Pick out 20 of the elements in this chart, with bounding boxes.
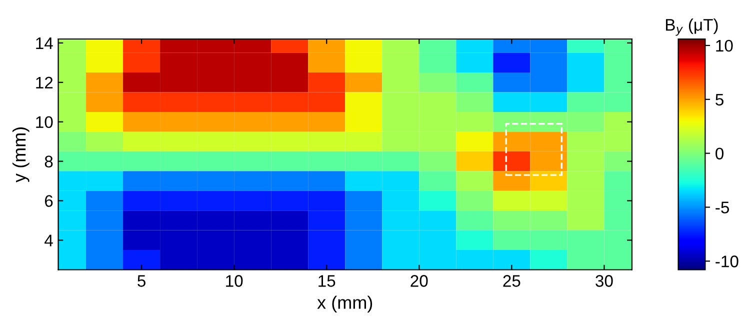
x-axis-title: x (mm) [317, 296, 372, 313]
color-bar-label: 0 [716, 148, 724, 160]
x-tick-label: 5 [138, 275, 146, 287]
y-tick-label: 8 [44, 156, 53, 168]
y-axis-title: y (mm) [12, 127, 30, 182]
color-bar-label: 5 [716, 94, 724, 106]
y-tick-label: 12 [36, 76, 53, 88]
x-tick-label: 30 [596, 275, 613, 287]
color-bar-label: -10 [716, 256, 738, 268]
x-tick-label: 15 [318, 275, 336, 287]
color-bar-label: 10 [716, 40, 733, 52]
y-tick-label: 14 [36, 38, 53, 49]
x-tick-label: 20 [410, 275, 428, 287]
y-tick-label: 6 [44, 195, 53, 207]
x-tick-label: 25 [503, 275, 520, 287]
x-tick-label: 10 [226, 275, 243, 287]
color-bar-label: -5 [716, 202, 730, 214]
color-bar-title: B$_{y}$ (μT) [666, 18, 718, 36]
y-tick-label: 10 [36, 116, 53, 128]
y-tick-label: 4 [44, 234, 53, 246]
